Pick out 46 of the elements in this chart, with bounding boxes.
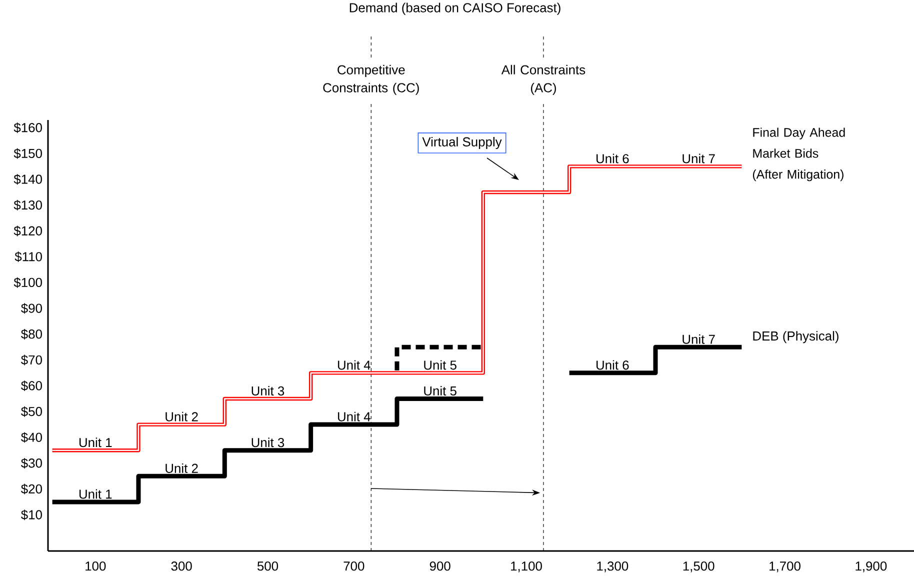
y-tick-label: $100 (14, 277, 42, 288)
annotation: Virtual Supply (422, 136, 502, 150)
y-tick-label: $130 (14, 200, 42, 210)
annotation: Unit 7 (682, 154, 715, 164)
annotation: Unit 7 (682, 334, 715, 344)
y-tick-label: $140 (14, 174, 42, 185)
annotation: Unit 1 (79, 438, 112, 448)
x-tick-label: 500 (257, 562, 278, 571)
y-tick-label: $60 (21, 380, 42, 392)
series-label: DEB (Physical) (753, 331, 838, 344)
annotation: Unit 6 (596, 360, 629, 370)
y-tick-label: $90 (21, 303, 42, 314)
chart-title: Demand (based on CAISO Forecast) (350, 2, 560, 15)
x-tick-label: 100 (86, 562, 106, 571)
annotation: Unit 4 (338, 360, 370, 370)
y-tick-label: $160 (14, 122, 42, 133)
ref-line-label: Competitive Constraints (CC) (323, 64, 419, 95)
x-tick-label: 1,900 (856, 562, 887, 572)
x-tick-label: 300 (171, 562, 192, 571)
annotation: Unit 3 (252, 438, 284, 448)
y-tick-label: $30 (21, 458, 42, 468)
x-tick-label: 1,300 (597, 562, 628, 572)
annotation: Unit 2 (166, 412, 198, 422)
ref-line-label: All Constraints (AC) (501, 64, 586, 95)
annotation: Unit 1 (79, 489, 112, 499)
x-tick-label: 700 (344, 562, 364, 571)
y-tick-label: $120 (14, 226, 42, 236)
annotation: Unit 4 (338, 412, 370, 422)
x-tick-label: 900 (430, 562, 450, 571)
annotation: Unit 6 (596, 154, 629, 164)
y-tick-label: $150 (14, 148, 42, 159)
annotation: Unit 5 (424, 386, 456, 396)
x-tick-label: 1,500 (683, 562, 714, 572)
series-label: Final Day Ahead Market Bids (After Mitigation) (752, 128, 845, 182)
y-tick-label: $10 (21, 510, 42, 520)
x-tick-label: 1,100 (511, 562, 542, 572)
annotation: Unit 2 (166, 463, 198, 473)
y-tick-label: $110 (14, 252, 42, 262)
y-tick-label: $80 (21, 328, 42, 340)
y-tick-label: $50 (21, 406, 42, 417)
y-tick-label: $20 (21, 484, 42, 494)
annotation: Unit 5 (424, 360, 456, 370)
y-tick-label: $40 (21, 432, 42, 443)
x-tick-label: 1,700 (770, 562, 800, 572)
annotation: Unit 3 (252, 386, 284, 396)
y-tick-label: $70 (21, 354, 42, 366)
